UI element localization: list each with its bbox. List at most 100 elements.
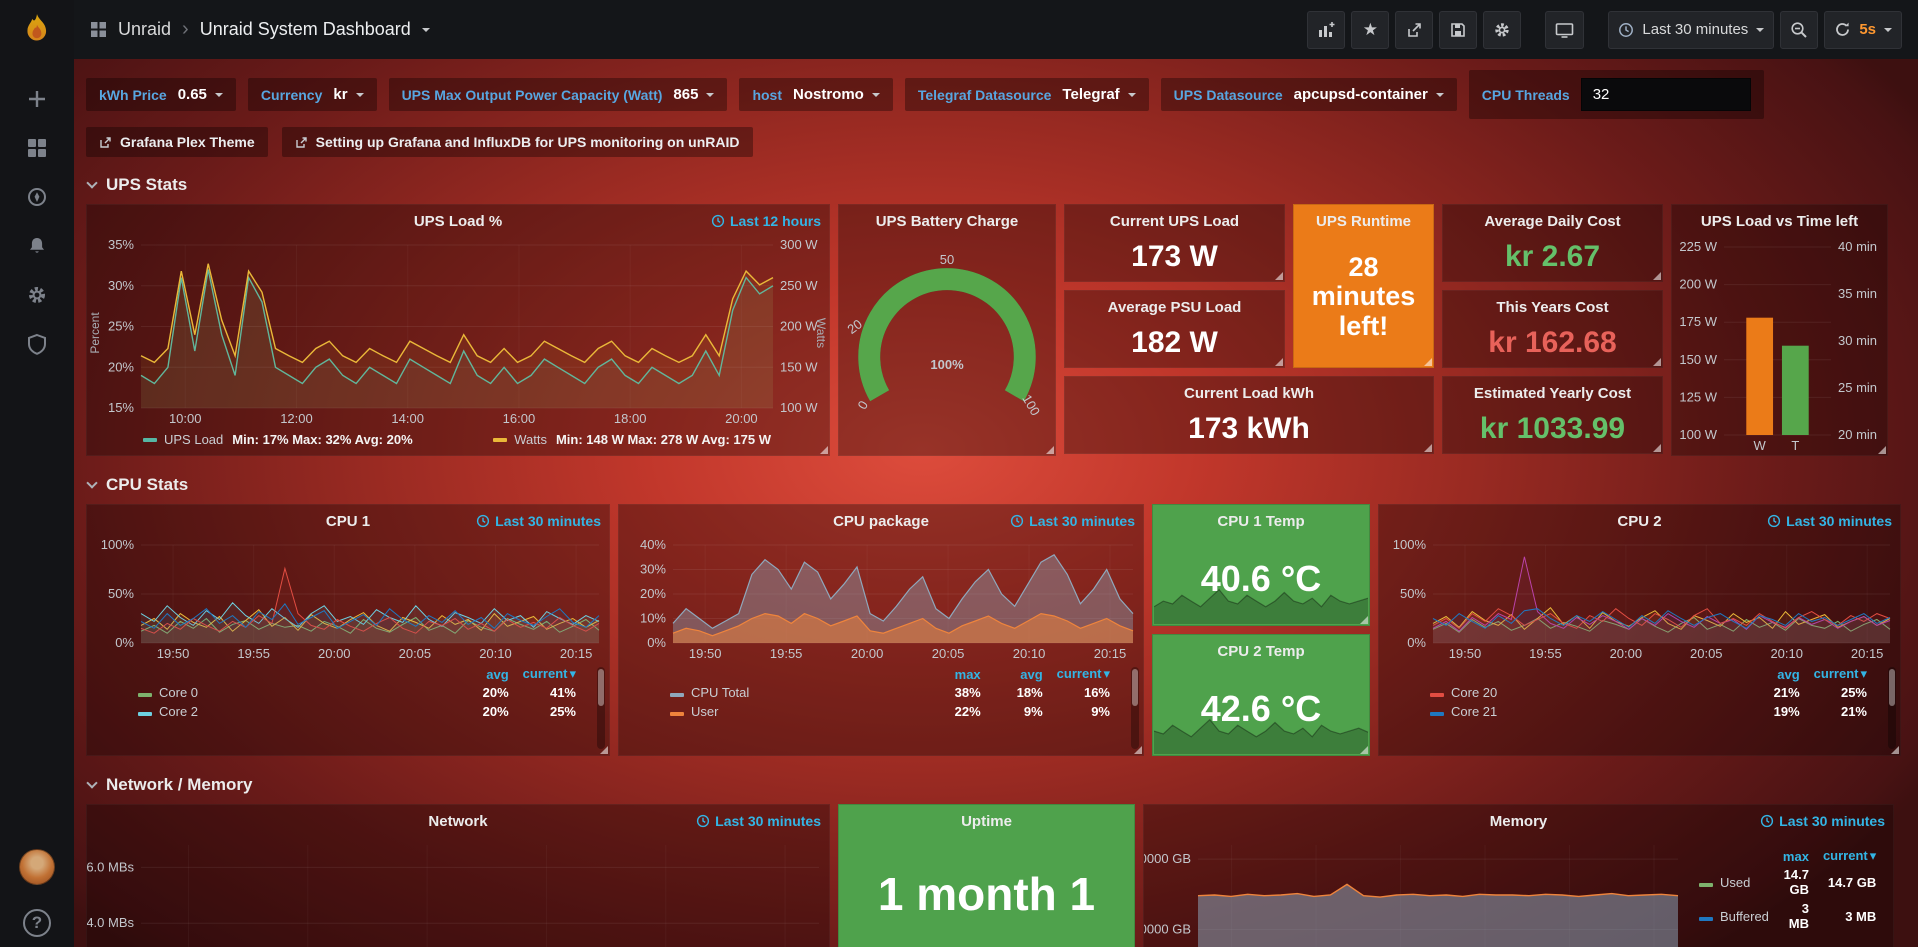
panel-header[interactable]: Current Load kWh (1065, 377, 1433, 409)
legend-row-cpu-total[interactable]: CPU Total 38% 18% 16% (663, 683, 1117, 702)
dashboard-settings-button[interactable] (1483, 10, 1522, 49)
create-plus-icon[interactable] (26, 88, 48, 110)
variable-value[interactable]: Telegraf (1062, 86, 1136, 103)
panel-header[interactable]: CPU 2 Temp (1153, 635, 1369, 667)
legend-row-buffered[interactable]: Buffered 3 MB 3 MB (1692, 899, 1883, 933)
variable-value[interactable]: Nostromo (793, 86, 880, 103)
panel-header[interactable]: Current UPS Load (1065, 205, 1284, 237)
variable-input[interactable]: 32 (1580, 78, 1751, 111)
save-button[interactable] (1439, 10, 1478, 49)
panel-header[interactable]: CPU package Last 30 minutes (619, 505, 1143, 537)
dashboard-title[interactable]: Unraid System Dashboard (199, 19, 411, 39)
panel-header[interactable]: Memory Last 30 minutes (1144, 805, 1893, 837)
panel-header[interactable]: Estimated Yearly Cost (1443, 377, 1662, 409)
legend-scrollbar[interactable] (1888, 667, 1896, 749)
panel-header[interactable]: UPS Load vs Time left (1672, 205, 1887, 237)
panel-header[interactable]: UPS Load % Last 12 hours (87, 205, 829, 237)
user-avatar-icon[interactable] (19, 849, 55, 885)
legend-column-current[interactable]: current (516, 665, 583, 683)
add-panel-button[interactable] (1307, 10, 1346, 49)
panel-header[interactable]: UPS Battery Charge (839, 205, 1055, 237)
panel-header[interactable]: Network Last 30 minutes (87, 805, 829, 837)
legend-column-max[interactable]: max (1782, 848, 1809, 864)
section-network-memory[interactable]: Network / Memory (86, 766, 1906, 804)
panel-header[interactable]: This Years Cost (1443, 291, 1662, 323)
legend-value: 16% (1083, 685, 1110, 700)
chevron-down-icon[interactable] (421, 27, 430, 32)
chevron-down-icon[interactable] (1884, 27, 1892, 32)
star-button[interactable]: ★ (1351, 10, 1390, 49)
variable-currency[interactable]: Currency kr (247, 78, 377, 111)
variable-value[interactable]: 865 (673, 86, 715, 103)
variable-ups-datasource[interactable]: UPS Datasource apcupsd-container (1160, 78, 1457, 111)
panel-header[interactable]: Uptime (839, 805, 1134, 837)
admin-shield-icon[interactable] (26, 333, 48, 355)
legend-item-watts[interactable]: Watts Min: 148 W Max: 278 W Avg: 175 W (493, 432, 771, 447)
zoom-out-button[interactable] (1780, 10, 1819, 49)
variable-value[interactable]: kr (333, 86, 364, 103)
panel-time-override[interactable]: Last 30 minutes (1767, 513, 1892, 529)
panel-header[interactable]: UPS Runtime (1294, 205, 1433, 237)
ups-load-vs-time-chart[interactable]: 100 W 125 W 150 W 175 W 200 W 225 W 20 min 25 m… (1672, 237, 1887, 455)
panel-header[interactable]: Average PSU Load (1065, 291, 1284, 323)
legend-column-current[interactable]: current (1050, 665, 1117, 683)
legend-column-avg[interactable]: avg (1777, 666, 1800, 682)
legend-column-current[interactable]: current (1816, 847, 1883, 865)
series-color-icon (1699, 882, 1713, 887)
alerting-bell-icon[interactable] (26, 235, 48, 257)
panel-time-override[interactable]: Last 30 minutes (696, 813, 821, 829)
panel-time-override[interactable]: Last 30 minutes (1010, 513, 1135, 529)
variable-host[interactable]: host Nostromo (739, 78, 893, 111)
legend-column-avg[interactable]: avg (1020, 666, 1043, 682)
link-label: Setting up Grafana and InfluxDB for UPS … (315, 134, 740, 150)
legend-column-avg[interactable]: avg (486, 666, 509, 682)
panel-header[interactable]: Average Daily Cost (1443, 205, 1662, 237)
legend-column-current[interactable]: current (1807, 665, 1874, 683)
panel-header[interactable]: CPU 2 Last 30 minutes (1379, 505, 1900, 537)
ups-load-chart[interactable]: 15% 20% 25% 30% 35% 100 W 150 W 200 W 250 W 300 W… (87, 237, 829, 428)
dashboards-icon[interactable] (26, 137, 48, 159)
panel-time-override[interactable]: Last 30 minutes (1760, 813, 1885, 829)
panel-time-override[interactable]: Last 12 hours (711, 213, 821, 229)
legend-row-core-21[interactable]: Core 21 19% 21% (1423, 702, 1874, 721)
panel-header[interactable]: CPU 1 Last 30 minutes (87, 505, 609, 537)
variable-telegraf-datasource[interactable]: Telegraf Datasource Telegraf (904, 78, 1149, 111)
time-range-picker[interactable]: Last 30 minutes (1608, 10, 1775, 49)
panel-this-years-cost: This Years Cost kr 162.68 (1442, 290, 1663, 368)
breadcrumb-folder[interactable]: Unraid (118, 19, 172, 39)
variable-cpu-threads[interactable]: CPU Threads 32 (1468, 70, 1764, 119)
legend-row-used[interactable]: Used 14.7 GB 14.7 GB (1692, 865, 1883, 899)
cpu-package-chart[interactable]: 0% 10% 20% 30% 40% 19:50 19:55 20:00 20:05 20:10 2… (619, 537, 1143, 663)
variable-value[interactable]: apcupsd-container (1294, 86, 1444, 103)
dashboard-link-grafana-plex-theme[interactable]: Grafana Plex Theme (86, 127, 268, 157)
cpu2-chart[interactable]: 0% 50% 100% 19:50 19:55 20:00 20:05 20:10 20:15 (1379, 537, 1900, 663)
variable-value[interactable]: 0.65 (178, 86, 223, 103)
legend-item-ups-load[interactable]: UPS Load Min: 17% Max: 32% Avg: 20% (143, 432, 413, 447)
refresh-interval-label[interactable]: 5s (1859, 21, 1876, 38)
legend-column-max[interactable]: max (954, 666, 981, 682)
cpu1-chart[interactable]: 0% 50% 100% 19:50 19:55 20:00 20:05 20:10 20:15 (87, 537, 609, 663)
tv-mode-button[interactable] (1545, 10, 1585, 49)
grafana-logo-icon[interactable] (19, 12, 55, 48)
configuration-gear-icon[interactable] (26, 284, 48, 306)
legend-scrollbar[interactable] (597, 667, 605, 749)
variable-kwh-price[interactable]: kWh Price 0.65 (86, 78, 236, 111)
legend-scrollbar[interactable] (1131, 667, 1139, 749)
dashboard-link-setting-up-grafana-and-influxd[interactable]: Setting up Grafana and InfluxDB for UPS … (281, 127, 753, 157)
legend-row-core-0[interactable]: Core 0 20% 41% (131, 683, 583, 702)
section-cpu-stats[interactable]: CPU Stats (86, 466, 1906, 504)
panel-time-override[interactable]: Last 30 minutes (476, 513, 601, 529)
legend-row-user[interactable]: User 22% 9% 9% (663, 702, 1117, 721)
legend-row-core-20[interactable]: Core 20 21% 25% (1423, 683, 1874, 702)
share-button[interactable] (1395, 10, 1434, 49)
memory-chart[interactable]: 50.000000 GB60.000000 GB70.000000 GB19:5… (1144, 837, 1688, 947)
refresh-button[interactable]: 5s (1824, 10, 1902, 49)
section-ups-stats[interactable]: UPS Stats (86, 166, 1906, 204)
help-icon[interactable]: ? (23, 909, 51, 937)
panel-header[interactable]: CPU 1 Temp (1153, 505, 1369, 537)
variable-ups-max-output-power-capacity-watt[interactable]: UPS Max Output Power Capacity (Watt) 865 (388, 78, 728, 111)
dashboard-grid-icon[interactable] (90, 21, 107, 38)
explore-compass-icon[interactable] (26, 186, 48, 208)
legend-row-core-2[interactable]: Core 2 20% 25% (131, 702, 583, 721)
